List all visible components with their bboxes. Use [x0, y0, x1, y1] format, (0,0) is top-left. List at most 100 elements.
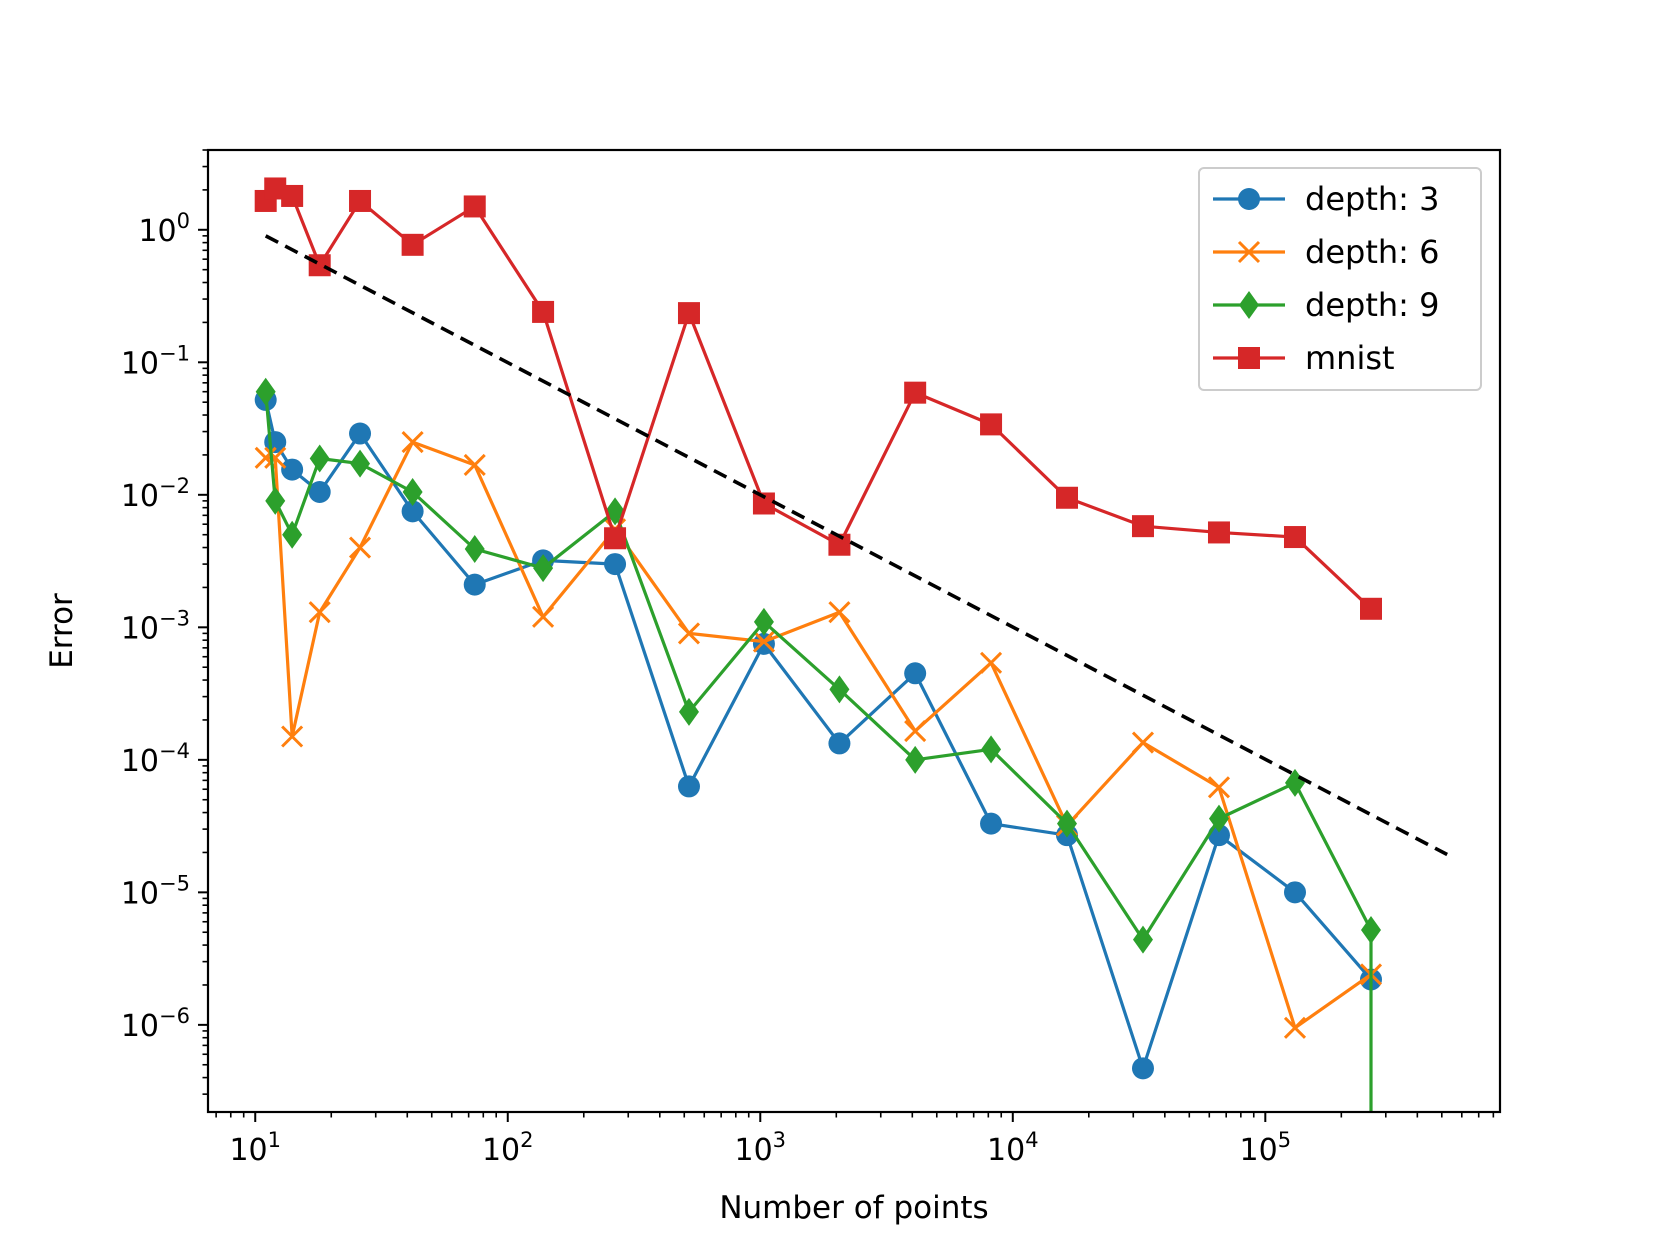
- y-tick-label: 10−2: [121, 474, 190, 514]
- y-axis-label: Error: [44, 593, 80, 669]
- plot-layer: [254, 177, 1448, 1112]
- data-point: [1056, 486, 1079, 509]
- data-point: [1283, 1016, 1307, 1039]
- data-point: [532, 605, 555, 628]
- data-point: [981, 735, 1002, 764]
- data-point: [281, 725, 304, 748]
- y-tick-label: 10−3: [121, 606, 190, 646]
- data-point: [904, 662, 927, 685]
- legend-marker: [1239, 291, 1259, 319]
- data-point: [1131, 1057, 1154, 1080]
- data-point: [281, 458, 304, 481]
- data-point: [752, 630, 776, 653]
- data-point: [1360, 915, 1381, 944]
- data-point: [1208, 804, 1229, 833]
- data-point: [828, 533, 851, 556]
- data-point: [463, 573, 486, 596]
- data-point: [308, 601, 331, 624]
- data-point: [350, 449, 371, 478]
- data-point: [1283, 881, 1306, 904]
- data-point: [753, 607, 774, 636]
- data-point: [281, 184, 304, 207]
- data-point: [401, 233, 424, 256]
- data-point: [255, 377, 276, 406]
- plot-frame: [206, 148, 1502, 1114]
- data-point: [349, 422, 372, 445]
- data-point: [348, 536, 372, 559]
- data-point: [1131, 731, 1155, 754]
- data-point: [752, 492, 775, 515]
- legend-label: depth: 3: [1305, 180, 1439, 218]
- legend-item-3: depth: 9: [1213, 286, 1439, 324]
- data-point: [533, 554, 554, 583]
- data-point: [309, 444, 330, 473]
- data-point: [264, 446, 287, 469]
- data-point: [604, 553, 627, 576]
- data-point: [308, 481, 331, 504]
- series-2: [254, 431, 1383, 1039]
- data-point: [463, 195, 486, 218]
- reference-line: [264, 234, 1448, 857]
- axis-layer: 101 102 103 104 105 100 10−1 10−2 10−3 10−4 10−5 10…: [121, 149, 1495, 1168]
- y-tick-label: 10−5: [121, 871, 190, 911]
- legend-box: [1198, 167, 1482, 391]
- data-point: [1283, 526, 1306, 549]
- data-point: [828, 601, 851, 624]
- data-point: [1131, 515, 1154, 538]
- data-point: [464, 534, 485, 563]
- y-tick-label: 10−4: [121, 739, 190, 779]
- y-tick-label: 10−6: [121, 1004, 190, 1044]
- data-point: [1207, 776, 1231, 799]
- legend-label: mnist: [1305, 339, 1395, 377]
- data-point: [980, 413, 1003, 436]
- series-3: [255, 377, 1381, 1112]
- data-point: [905, 745, 926, 774]
- data-point: [402, 478, 423, 507]
- data-point: [678, 697, 699, 726]
- legend-label: depth: 6: [1305, 233, 1439, 271]
- data-point: [264, 177, 287, 200]
- series-1: [254, 388, 1382, 1080]
- data-point: [828, 732, 851, 755]
- legend-item-2: depth: 6: [1213, 233, 1439, 271]
- legend-item-1: depth: 3: [1213, 180, 1439, 218]
- data-point: [401, 500, 424, 523]
- legend-marker: [1238, 188, 1260, 210]
- data-point: [904, 719, 927, 743]
- data-point: [980, 812, 1003, 835]
- data-point: [677, 302, 700, 325]
- data-point: [904, 381, 927, 404]
- legend-marker: [1238, 347, 1260, 369]
- data-point: [532, 300, 555, 323]
- legend: depth: 3 depth: 6 depth: 9 mnist: [1198, 167, 1482, 391]
- y-tick-label: 10−1: [121, 341, 190, 381]
- data-point: [1359, 597, 1382, 620]
- x-tick-label: 104: [987, 1128, 1039, 1168]
- x-axis-label: Number of points: [719, 1190, 988, 1226]
- data-point: [1132, 925, 1153, 954]
- data-point: [1057, 809, 1078, 838]
- x-tick-label: 105: [1240, 1128, 1292, 1168]
- data-point: [604, 527, 627, 550]
- legend-marker: [1237, 240, 1261, 264]
- data-point: [265, 486, 286, 515]
- y-tick-label: 100: [138, 209, 190, 249]
- data-point: [979, 651, 1003, 674]
- x-tick-label: 102: [482, 1128, 534, 1168]
- data-point: [677, 775, 700, 798]
- legend-item-4: mnist: [1213, 339, 1395, 377]
- data-point: [308, 254, 331, 277]
- data-point: [349, 189, 372, 212]
- data-point: [282, 520, 303, 549]
- data-point: [463, 453, 486, 477]
- series-4: [254, 177, 1382, 620]
- legend-label: depth: 9: [1305, 286, 1439, 324]
- data-point: [401, 431, 424, 454]
- data-point: [829, 675, 850, 704]
- x-tick-label: 103: [734, 1128, 786, 1168]
- data-point: [752, 632, 775, 655]
- x-tick-label: 101: [229, 1128, 281, 1168]
- data-point: [677, 622, 701, 645]
